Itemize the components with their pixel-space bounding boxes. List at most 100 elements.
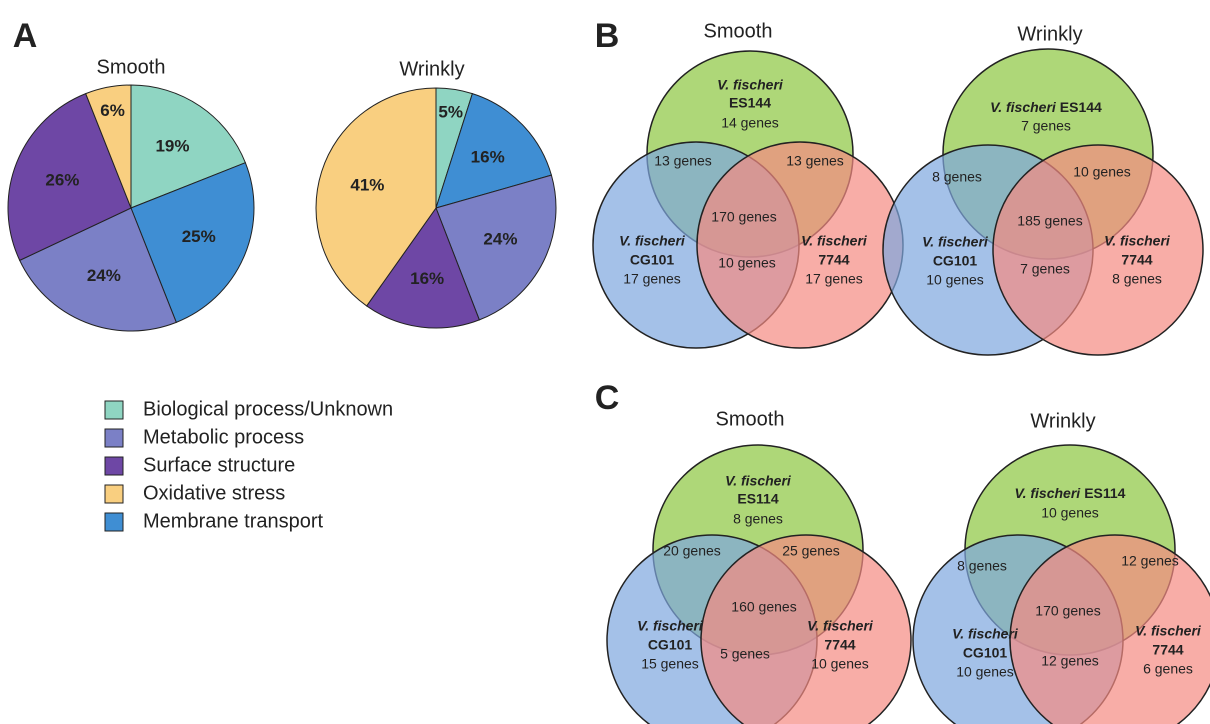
slice-label: 16% xyxy=(471,147,505,166)
set-species: V. fischeri xyxy=(952,626,1019,642)
pie-slice xyxy=(130,162,255,324)
legend-label: Membrane transport xyxy=(143,510,324,532)
set-species: V. fischeri xyxy=(922,234,989,250)
legend-swatch xyxy=(104,456,124,476)
set-strain: 7744 xyxy=(1152,642,1183,658)
set-strain: ES114 xyxy=(737,491,778,507)
set-strain: 7744 xyxy=(824,637,855,653)
region-count: 15 genes xyxy=(641,656,699,672)
chart-title: Wrinkly xyxy=(1030,410,1095,432)
region-count: 10 genes xyxy=(926,272,984,288)
venn-labels: V. fischeri ES144 14 genes V. fischeri CG101… xyxy=(619,77,868,287)
set-strain: ES144 xyxy=(1060,99,1102,115)
region-count: 185 genes xyxy=(1017,213,1082,229)
region-count: 17 genes xyxy=(623,271,681,287)
set-strain: ES114 xyxy=(1084,485,1125,501)
pie-slice xyxy=(130,84,247,209)
legend-swatch xyxy=(104,428,124,448)
slice-label: 26% xyxy=(45,170,79,189)
legend-label: Oxidative stress xyxy=(143,482,285,504)
region-count: 8 genes xyxy=(957,558,1007,574)
legend-label: Biological process/Unknown xyxy=(143,398,393,420)
panel-label: B xyxy=(595,17,620,55)
set-species: V. fischeri xyxy=(1015,485,1082,501)
set-strain: 7744 xyxy=(1121,252,1152,268)
region-count: 12 genes xyxy=(1041,653,1099,669)
set-species: V. fischeri xyxy=(637,618,704,634)
venn-set xyxy=(1009,534,1210,724)
panel-label: A xyxy=(13,17,38,55)
pie-slice xyxy=(315,87,437,307)
set-species: V. fischeri xyxy=(990,99,1057,115)
region-count: 10 genes xyxy=(1041,505,1099,521)
pie-slice xyxy=(435,93,553,209)
venn-set xyxy=(700,534,912,724)
region-count: 8 genes xyxy=(1112,271,1162,287)
region-count: 160 genes xyxy=(731,599,796,615)
region-count: 10 genes xyxy=(1073,164,1131,180)
chart-title: Wrinkly xyxy=(1017,23,1082,45)
slice-label: 6% xyxy=(100,101,125,120)
set-species: V. fischeri xyxy=(1104,233,1171,249)
region-count: 170 genes xyxy=(1035,603,1100,619)
slice-label: 41% xyxy=(350,176,384,195)
pie-slice xyxy=(85,84,132,209)
panel-label: C xyxy=(595,379,620,417)
slice-label: 25% xyxy=(182,227,216,246)
set-strain: ES144 xyxy=(729,95,771,111)
region-count: 13 genes xyxy=(654,153,712,169)
region-count: 10 genes xyxy=(718,255,776,271)
pie-slice xyxy=(19,207,177,332)
region-count: 8 genes xyxy=(733,511,783,527)
chart-title: Wrinkly xyxy=(399,58,464,80)
chart-title: Smooth xyxy=(716,408,785,430)
chart-title: Smooth xyxy=(97,56,166,78)
set-species: V. fischeri xyxy=(801,233,868,249)
region-count: 10 genes xyxy=(811,656,869,672)
set-strain: CG101 xyxy=(648,637,693,653)
legend-label: Metabolic process xyxy=(143,426,304,448)
slice-label: 19% xyxy=(155,136,189,155)
region-count: 13 genes xyxy=(786,153,844,169)
legend-swatch xyxy=(104,484,124,504)
legend-label: Surface structure xyxy=(143,454,295,476)
set-species: V. fischeri xyxy=(807,618,874,634)
set-species: V. fischeri xyxy=(725,473,792,489)
region-count: 14 genes xyxy=(721,115,779,131)
region-count: 6 genes xyxy=(1143,661,1193,677)
region-count: 12 genes xyxy=(1121,553,1179,569)
region-count: 8 genes xyxy=(932,169,982,185)
set-label: V. fischeri ES114 xyxy=(1015,485,1126,501)
legend-swatch xyxy=(104,400,124,420)
region-count: 25 genes xyxy=(782,543,840,559)
set-species: V. fischeri xyxy=(1135,623,1202,639)
set-strain: CG101 xyxy=(933,253,978,269)
legend-swatch xyxy=(104,512,124,532)
set-strain: CG101 xyxy=(963,645,1008,661)
slice-label: 16% xyxy=(410,269,444,288)
slice-label: 5% xyxy=(438,103,463,122)
pie-slice xyxy=(7,92,132,262)
set-species: V. fischeri xyxy=(717,77,784,93)
slice-label: 24% xyxy=(87,266,121,285)
slice-label: 24% xyxy=(483,230,517,249)
region-count: 10 genes xyxy=(956,664,1014,680)
pie-slice xyxy=(435,174,557,321)
region-count: 17 genes xyxy=(805,271,863,287)
set-strain: 7744 xyxy=(818,252,849,268)
region-count: 7 genes xyxy=(1021,118,1071,134)
set-species: V. fischeri xyxy=(619,233,686,249)
region-count: 170 genes xyxy=(711,209,776,225)
pie-slice xyxy=(365,206,480,329)
venn-set xyxy=(992,144,1204,356)
region-count: 20 genes xyxy=(663,543,721,559)
chart-title: Smooth xyxy=(704,20,773,42)
region-count: 7 genes xyxy=(1020,261,1070,277)
set-strain: CG101 xyxy=(630,252,675,268)
venn-set xyxy=(696,141,904,349)
venn-labels: V. fischeri ES114 8 genes V. fischeri CG101 1… xyxy=(637,473,874,672)
set-label: V. fischeri ES144 xyxy=(990,99,1102,115)
